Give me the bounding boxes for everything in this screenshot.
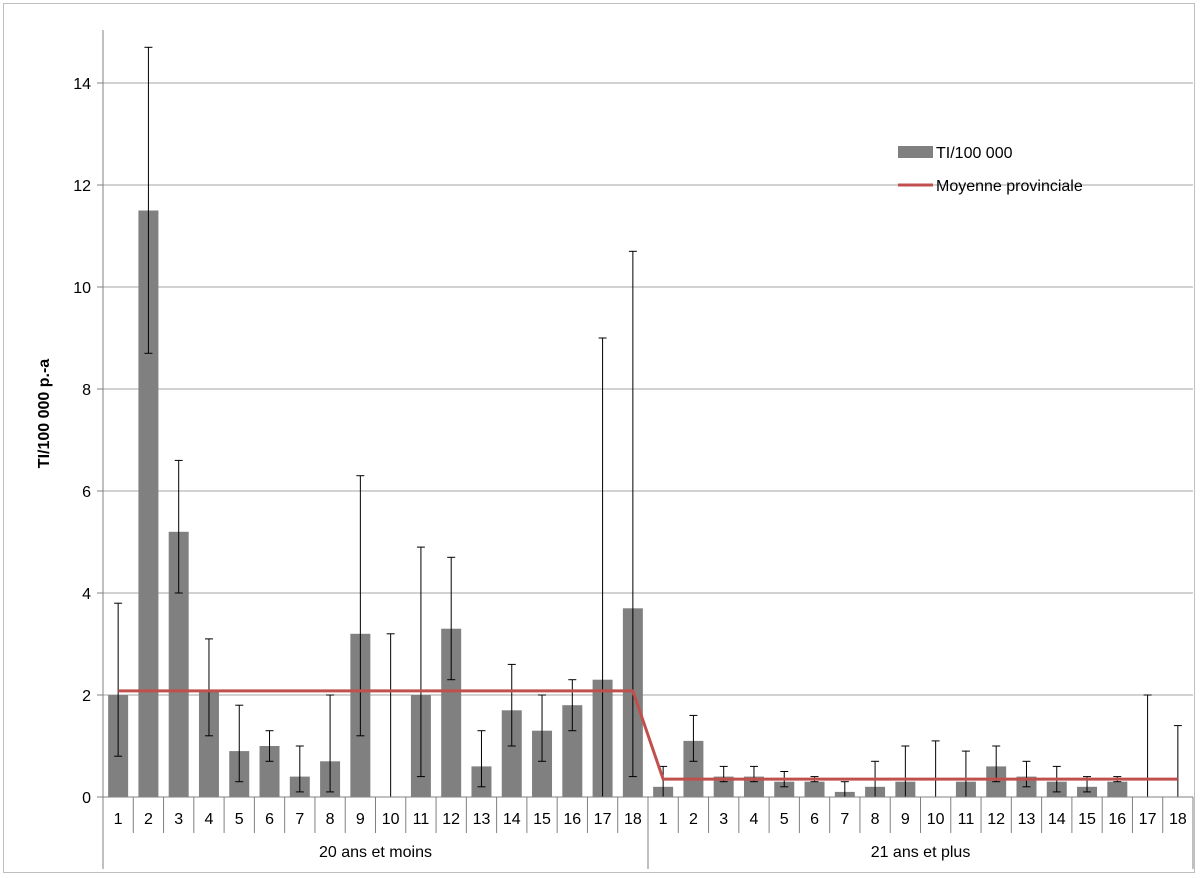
- x-category-label: 5: [780, 811, 789, 828]
- y-axis-ticks: 0 2 4 6 8 10 12 14: [73, 76, 103, 807]
- x-category-label: 1: [114, 811, 123, 828]
- y-tick-label: 2: [82, 688, 91, 705]
- legend-bar-label: TI/100 000: [936, 145, 1013, 162]
- bar: [168, 531, 189, 797]
- bar: [501, 710, 522, 797]
- x-category-label: 12: [442, 811, 460, 828]
- legend-line-label: Moyenne provinciale: [936, 178, 1083, 195]
- x-category-label: 6: [265, 811, 274, 828]
- y-tick-label: 12: [73, 178, 91, 195]
- x-category-label: 14: [503, 811, 521, 828]
- x-category-label: 7: [840, 811, 849, 828]
- y-tick-label: 4: [82, 586, 91, 603]
- x-category-label: 1: [659, 811, 668, 828]
- bar: [259, 746, 280, 797]
- x-category-label: 15: [1078, 811, 1096, 828]
- bar: [804, 781, 825, 797]
- bar: [713, 776, 734, 797]
- bar: [532, 730, 553, 797]
- x-category-label: 10: [927, 811, 945, 828]
- error-bars: [114, 46, 1182, 798]
- bar: [441, 628, 462, 797]
- x-category-label: 17: [594, 811, 612, 828]
- y-tick-label: 10: [73, 280, 91, 297]
- bars: [108, 210, 1128, 797]
- x-category-label: 17: [1139, 811, 1157, 828]
- x-group-label: 21 ans et plus: [871, 844, 971, 861]
- legend: TI/100 000 Moyenne provinciale: [898, 145, 1083, 195]
- x-group-label: 20 ans et moins: [319, 844, 432, 861]
- x-category-label: 7: [295, 811, 304, 828]
- x-category-label: 2: [689, 811, 698, 828]
- x-category-label: 18: [624, 811, 642, 828]
- bar: [743, 776, 764, 797]
- bar: [774, 781, 795, 797]
- x-category-label: 16: [563, 811, 581, 828]
- legend-bar-swatch: [898, 146, 933, 158]
- x-category-label: 18: [1169, 811, 1187, 828]
- x-category-label: 6: [810, 811, 819, 828]
- y-tick-label: 8: [82, 382, 91, 399]
- x-category-label: 3: [719, 811, 728, 828]
- x-category-label: 10: [382, 811, 400, 828]
- x-category-label: 4: [205, 811, 214, 828]
- y-axis-label: TI/100 000 p.-a: [36, 359, 53, 468]
- x-category-label: 8: [326, 811, 335, 828]
- x-category-label: 9: [356, 811, 365, 828]
- x-category-label: 2: [144, 811, 153, 828]
- y-tick-label: 0: [82, 790, 91, 807]
- bar: [138, 210, 159, 797]
- x-axis-categories: 1 2 3 4 5 6 7 8 9 10 11 12 13 14 15 16 17 18 1 2 3 4 5 6 7 8 9 10 11…: [102, 797, 1194, 869]
- x-category-label: 11: [958, 811, 975, 828]
- x-category-label: 9: [901, 811, 910, 828]
- x-category-label: 13: [1018, 811, 1036, 828]
- provincial-mean-line: [118, 689, 1178, 781]
- axes: [102, 30, 1193, 798]
- bar: [1107, 781, 1128, 797]
- chart-frame: [3, 3, 1195, 873]
- x-category-label: 5: [235, 811, 244, 828]
- x-category-label: 15: [533, 811, 551, 828]
- x-category-label: 16: [1108, 811, 1126, 828]
- x-category-label: 8: [871, 811, 880, 828]
- mean-line: [118, 689, 1178, 781]
- y-tick-label: 14: [73, 76, 91, 93]
- x-axis-groups: 20 ans et moins 21 ans et plus: [319, 833, 1194, 869]
- x-category-label: 13: [473, 811, 491, 828]
- x-category-label: 14: [1048, 811, 1066, 828]
- x-category-label: 12: [987, 811, 1005, 828]
- bar: [683, 740, 704, 797]
- x-category-label: 11: [413, 811, 430, 828]
- y-tick-label: 6: [82, 484, 91, 501]
- x-category-label: 3: [174, 811, 183, 828]
- gridlines: [103, 82, 1193, 696]
- x-category-label: 4: [750, 811, 759, 828]
- bar: [198, 689, 219, 797]
- bar: [562, 705, 583, 797]
